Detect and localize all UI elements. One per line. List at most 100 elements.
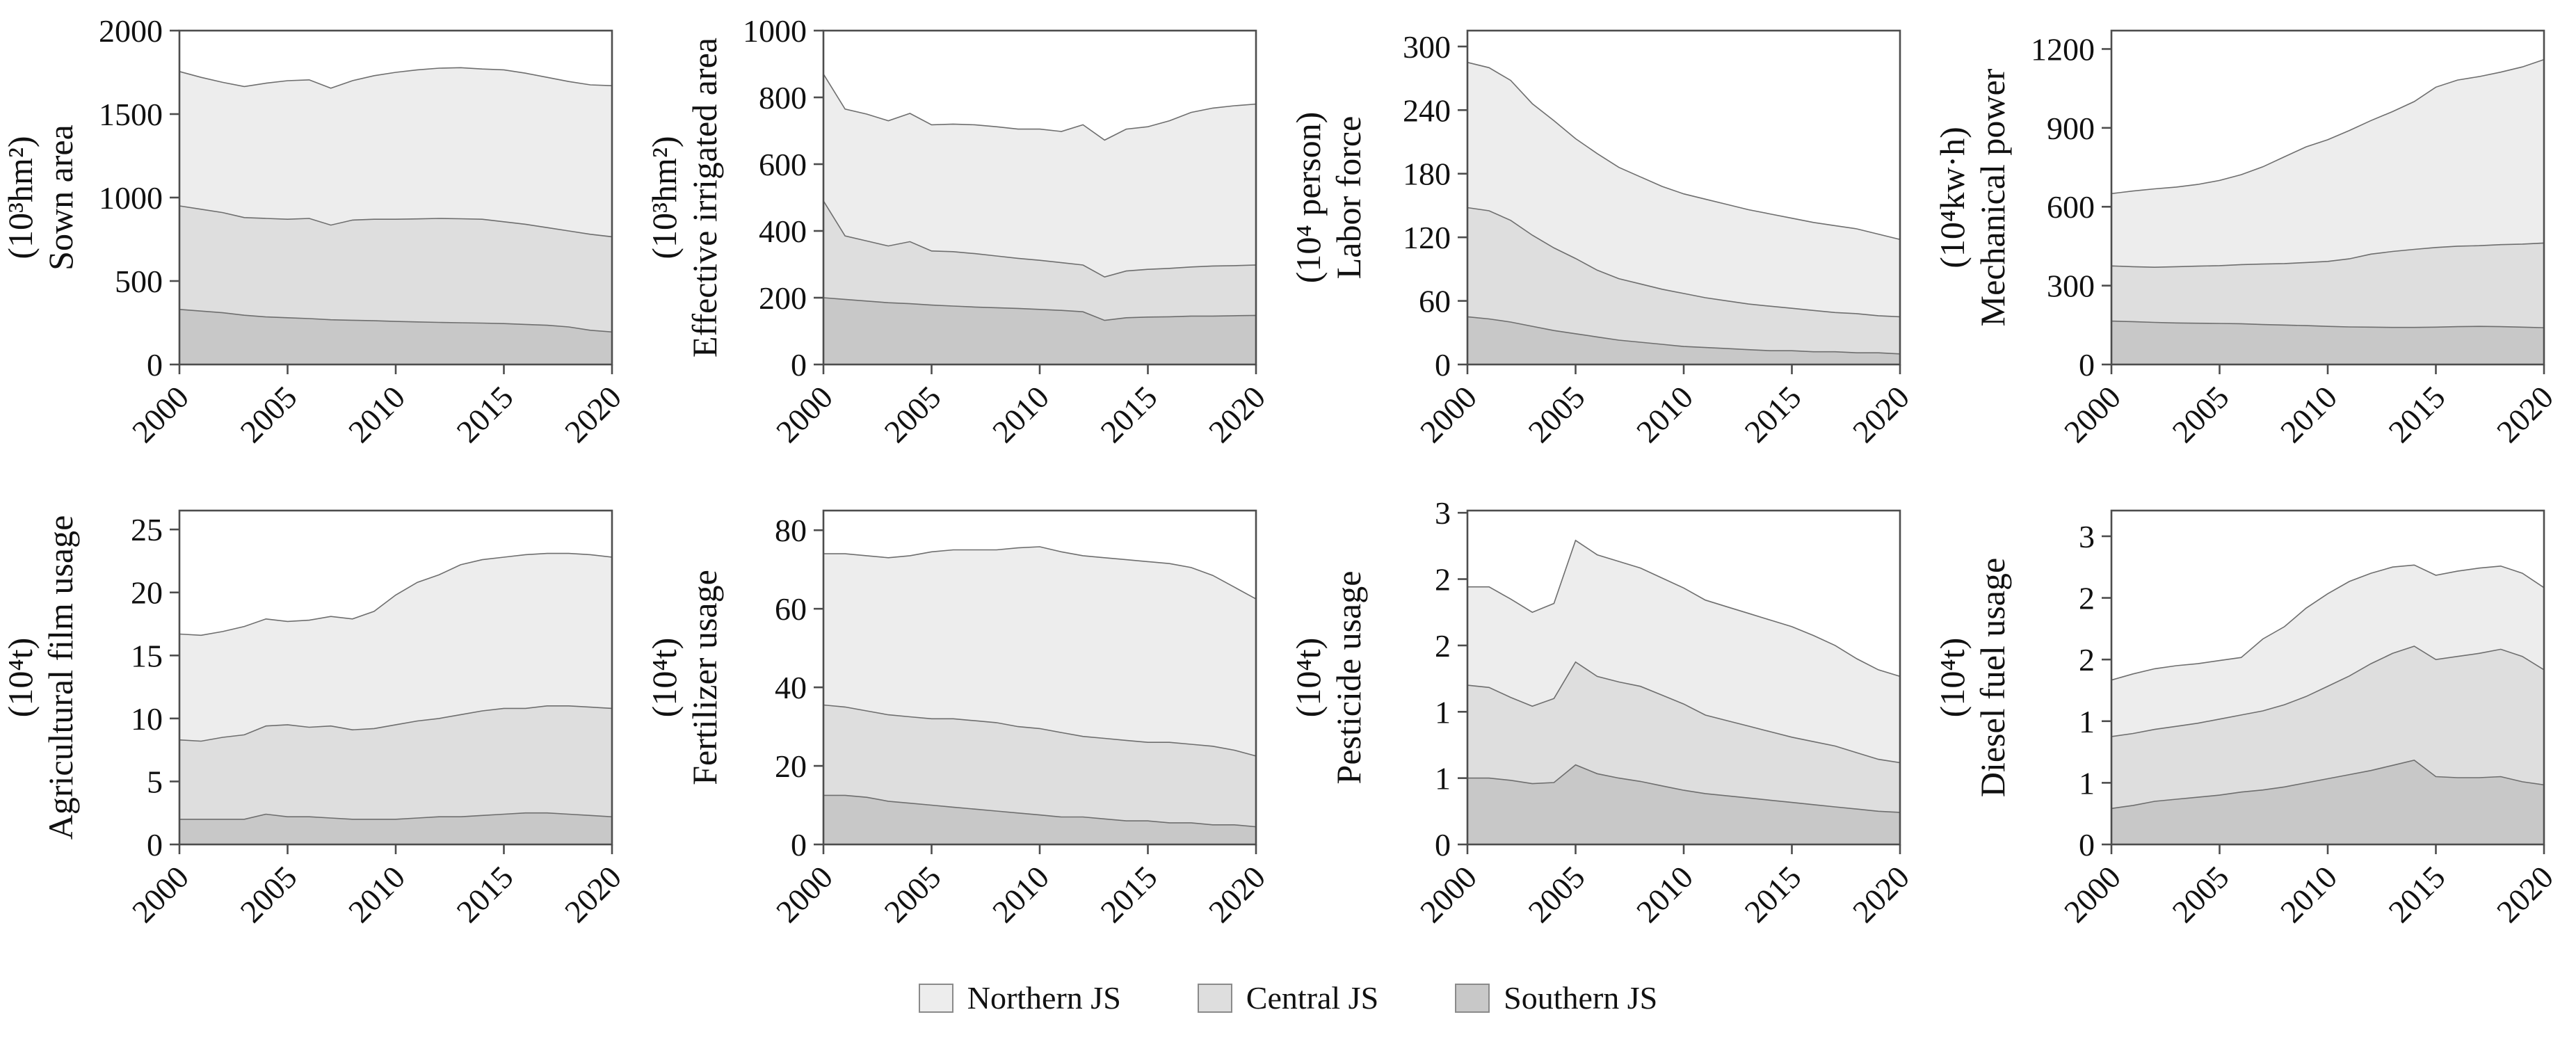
y-tick-label: 60 — [1419, 284, 1451, 319]
chart-svg-agricultural-film-usage: 0 5 10 15 20 25 2000 2005 2010 2015 2020 (10⁴t) Agri… — [1, 509, 628, 929]
y-tick-label: 0 — [791, 827, 807, 863]
y-tick-label: 40 — [775, 670, 807, 705]
x-tick-label: 2005 — [1521, 379, 1591, 449]
x-tick-label: 2010 — [1629, 859, 1700, 929]
area-southern-js — [179, 812, 613, 845]
chart-labor-force: 0 60 120 180 240 300 2000 2005 2010 2015 2020 (10⁴ … — [1288, 4, 1932, 484]
y-tick-label: 1000 — [99, 180, 163, 216]
y-tick-label: 200 — [759, 280, 807, 316]
area-southern-js — [823, 297, 1257, 365]
y-tick-label: 20 — [775, 748, 807, 784]
x-tick-label: 2000 — [125, 379, 195, 449]
x-tick-label: 2020 — [558, 379, 628, 449]
y-tick-label: 400 — [759, 214, 807, 249]
y-tick-label: 2000 — [99, 13, 163, 49]
legend: Northern JS Central JS Southern JS — [0, 974, 2576, 1023]
y-tick-label: 1 — [1435, 694, 1451, 730]
legend-label-northern-js: Northern JS — [967, 980, 1121, 1016]
x-tick-label: 2015 — [1093, 859, 1164, 929]
chart-svg-sown-area: 0 500 1000 1500 2000 2000 2005 2010 2015 2020 (10³… — [1, 13, 628, 449]
y-tick-label: 600 — [2047, 189, 2095, 225]
x-tick-label: 2020 — [1846, 859, 1916, 929]
y-tick-label: 2 — [2079, 581, 2095, 616]
y-axis-name-label: Effective irrigated area — [685, 38, 724, 358]
area-southern-js — [1467, 316, 1901, 365]
x-tick-label: 2010 — [2273, 379, 2344, 449]
y-tick-label: 1500 — [99, 97, 163, 132]
y-tick-label: 15 — [131, 638, 163, 673]
x-tick-label: 2015 — [2381, 379, 2452, 449]
y-tick-label: 20 — [131, 575, 163, 611]
y-tick-label: 3 — [2079, 519, 2095, 554]
y-tick-label: 3 — [1435, 495, 1451, 531]
chart-svg-diesel-fuel-usage: 0 1 1 2 2 3 2000 2005 2010 2015 2020 (10⁴t) Diesel f… — [1933, 509, 2560, 929]
chart-svg-effective-irrigated-area: 0 200 400 600 800 1000 2000 2005 2010 2015 2020 (10… — [645, 13, 1272, 449]
legend-label-southern-js: Southern JS — [1504, 980, 1658, 1016]
y-tick-label: 300 — [1403, 29, 1451, 65]
y-tick-label: 120 — [1403, 220, 1451, 255]
chart-diesel-fuel-usage: 0 1 1 2 2 3 2000 2005 2010 2015 2020 (10⁴t) Diesel f… — [1932, 484, 2576, 964]
y-tick-label: 60 — [775, 591, 807, 627]
y-axis-unit-label: (10⁴t) — [645, 638, 684, 718]
legend-item-southern-js: Southern JS — [1455, 982, 1657, 1014]
figure-grid: 0 500 1000 1500 2000 2000 2005 2010 2015 2020 (10³… — [0, 4, 2576, 964]
y-axis-name-label: Fertilizer usage — [685, 570, 724, 785]
x-tick-label: 2005 — [877, 379, 947, 449]
x-tick-label: 2000 — [1413, 379, 1483, 449]
x-tick-label: 2000 — [1413, 859, 1483, 929]
y-tick-label: 300 — [2047, 268, 2095, 304]
x-tick-label: 2020 — [1846, 379, 1916, 449]
y-tick-label: 0 — [147, 827, 163, 863]
y-tick-label: 1000 — [743, 13, 807, 49]
y-tick-label: 0 — [2079, 347, 2095, 383]
y-tick-label: 25 — [131, 512, 163, 547]
chart-svg-pesticide-usage: 0 1 1 2 2 3 2000 2005 2010 2015 2020 (10⁴t) Pesticid… — [1289, 495, 1916, 929]
y-tick-label: 5 — [147, 764, 163, 799]
x-tick-label: 2000 — [2057, 379, 2127, 449]
chart-svg-fertilizer-usage: 0 20 40 60 80 2000 2005 2010 2015 2020 (10⁴t) Ferti… — [645, 509, 1272, 929]
y-axis-unit-label: (10⁴kw·h) — [1933, 127, 1972, 268]
chart-mechanical-power: 0 300 600 900 1200 2000 2005 2010 2015 2020 (10⁴kw… — [1932, 4, 2576, 484]
chart-effective-irrigated-area: 0 200 400 600 800 1000 2000 2005 2010 2015 2020 (10… — [644, 4, 1288, 484]
x-tick-label: 2020 — [2490, 379, 2560, 449]
x-tick-label: 2000 — [2057, 859, 2127, 929]
legend-swatch-southern-js — [1455, 984, 1490, 1013]
x-tick-label: 2005 — [1521, 859, 1591, 929]
y-axis-name-label: Diesel fuel usage — [1973, 558, 2012, 797]
y-axis-unit-label: (10⁴t) — [1, 638, 40, 718]
y-tick-label: 240 — [1403, 93, 1451, 128]
x-tick-label: 2010 — [985, 859, 1056, 929]
x-tick-label: 2005 — [233, 379, 303, 449]
chart-fertilizer-usage: 0 20 40 60 80 2000 2005 2010 2015 2020 (10⁴t) Ferti… — [644, 484, 1288, 964]
legend-label-central-js: Central JS — [1246, 980, 1379, 1016]
y-tick-label: 2 — [1435, 628, 1451, 664]
y-tick-label: 0 — [1435, 827, 1451, 863]
x-tick-label: 2020 — [2490, 859, 2560, 929]
area-southern-js — [2111, 320, 2545, 365]
y-tick-label: 0 — [791, 347, 807, 383]
x-tick-label: 2015 — [1737, 859, 1808, 929]
area-southern-js — [1467, 764, 1901, 845]
y-axis-unit-label: (10³hm²) — [645, 136, 684, 259]
y-tick-label: 10 — [131, 701, 163, 737]
x-tick-label: 2010 — [341, 859, 412, 929]
y-tick-label: 800 — [759, 80, 807, 115]
area-southern-js — [823, 794, 1257, 845]
x-tick-label: 2005 — [877, 859, 947, 929]
x-tick-label: 2010 — [2273, 859, 2344, 929]
legend-item-northern-js: Northern JS — [918, 980, 1121, 1016]
y-tick-label: 2 — [2079, 642, 2095, 678]
y-tick-label: 0 — [1435, 347, 1451, 383]
y-axis-unit-label: (10⁴t) — [1289, 638, 1328, 718]
y-axis-name-label: Agricultural film usage — [41, 515, 80, 840]
area-central-js — [1467, 207, 1901, 365]
y-tick-label: 0 — [2079, 827, 2095, 863]
y-tick-label: 2 — [1435, 562, 1451, 598]
x-tick-label: 2015 — [1737, 379, 1808, 449]
y-tick-label: 1 — [2079, 704, 2095, 739]
chart-svg-mechanical-power: 0 300 600 900 1200 2000 2005 2010 2015 2020 (10⁴kw… — [1933, 29, 2560, 449]
y-axis-name-label: Sown area — [41, 125, 80, 271]
legend-swatch-central-js — [1197, 984, 1232, 1013]
y-tick-label: 900 — [2047, 111, 2095, 146]
y-tick-label: 80 — [775, 513, 807, 548]
